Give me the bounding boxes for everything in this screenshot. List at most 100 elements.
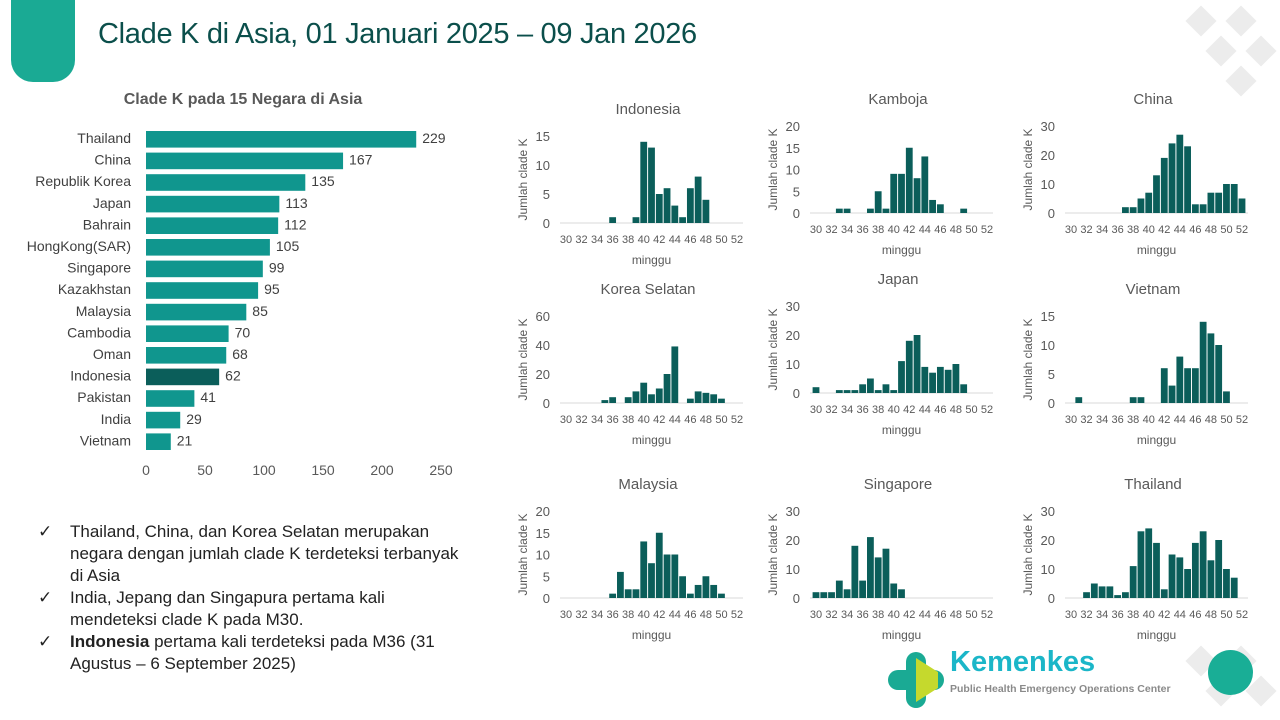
bar-week-48	[1207, 560, 1215, 598]
bar-republik-korea	[146, 174, 306, 191]
x-tick-label: 50	[715, 414, 727, 426]
y-tick-label: 15	[786, 141, 800, 156]
y-tick-label: 5	[543, 569, 550, 584]
y-tick-label: 10	[1041, 338, 1055, 353]
category-label: Cambodia	[67, 324, 131, 340]
bar-week-38	[874, 557, 882, 598]
y-tick-label: 15	[536, 129, 550, 144]
x-axis-title: minggu	[1137, 628, 1176, 642]
bar-week-44	[1176, 557, 1184, 598]
x-tick-label: 44	[919, 609, 931, 621]
bar-week-36	[859, 384, 867, 393]
data-label: 85	[252, 303, 268, 319]
x-tick-label: 52	[731, 234, 743, 246]
bar-week-38	[624, 589, 632, 598]
bar-week-38	[874, 191, 882, 213]
bar-week-39	[1137, 531, 1145, 598]
bar-week-41	[648, 147, 655, 223]
bar-oman	[146, 347, 227, 364]
bar-week-39	[632, 589, 640, 598]
chart-title: Clade K pada 15 Negara di Asia	[124, 91, 363, 108]
data-label: 229	[422, 130, 446, 146]
y-tick-label: 0	[543, 591, 550, 606]
bar-week-47	[1199, 531, 1207, 598]
x-axis-title: minggu	[1137, 433, 1176, 447]
bar-week-44	[671, 554, 679, 598]
bar-week-36	[609, 397, 617, 403]
x-tick-label: 36	[857, 609, 869, 621]
bar-week-42	[905, 147, 913, 213]
x-tick-label: 52	[1236, 414, 1248, 426]
x-axis-title: minggu	[882, 628, 921, 642]
bar-week-39	[882, 384, 890, 393]
x-tick-label: 36	[1112, 414, 1124, 426]
x-tick-label: 48	[1205, 609, 1217, 621]
x-tick-label: 30	[560, 609, 572, 621]
bar-week-42	[655, 194, 663, 223]
kemenkes-cross-icon	[888, 652, 944, 708]
x-tick-label: 36	[607, 234, 619, 246]
x-tick-label: 34	[591, 234, 603, 246]
bar-week-42	[655, 532, 663, 598]
bar-week-50	[1223, 391, 1230, 403]
y-tick-label: 0	[793, 206, 800, 221]
bar-week-50	[718, 593, 725, 598]
category-label: Indonesia	[70, 368, 131, 384]
bar-week-44	[1176, 356, 1184, 403]
bar-week-33	[835, 208, 843, 213]
bar-week-37	[617, 571, 624, 598]
bar-week-45	[1184, 569, 1191, 598]
bar-week-43	[913, 335, 921, 393]
bar-week-37	[867, 208, 874, 213]
bar-week-45	[1184, 368, 1191, 403]
bar-week-43	[663, 374, 671, 403]
bar-week-37	[1122, 592, 1129, 598]
bar-week-50	[718, 398, 725, 403]
bar-week-49	[710, 394, 718, 403]
chart-title: Thailand	[1124, 476, 1182, 493]
bar-week-46	[1191, 204, 1199, 213]
bar-bahrain	[146, 217, 279, 234]
bullet-text: India, Jepang dan Singapura pertama kali…	[70, 588, 385, 629]
bar-week-43	[663, 188, 671, 223]
check-icon: ✓	[38, 522, 53, 541]
x-tick-label: 42	[903, 224, 915, 236]
kemenkes-logo: Kemenkes Public Health Emergency Operati…	[886, 646, 1171, 710]
x-tick-label: 46	[934, 404, 946, 416]
x-tick-label: 46	[684, 234, 696, 246]
y-tick-label: 0	[793, 386, 800, 401]
x-tick-label: 48	[1205, 224, 1217, 236]
x-axis-title: minggu	[632, 433, 671, 447]
bar-week-41	[648, 394, 655, 403]
y-tick-label: 20	[786, 328, 800, 343]
category-label: Japan	[93, 195, 131, 211]
bar-week-38	[1129, 566, 1137, 598]
y-tick-label: 10	[786, 163, 800, 178]
bar-week-34	[843, 589, 851, 598]
check-icon: ✓	[38, 588, 53, 607]
x-tick-label: 40	[638, 414, 650, 426]
bar-kazakhstan	[146, 282, 259, 299]
chart-title: Korea Selatan	[600, 281, 695, 298]
x-tick-label: 50	[1220, 609, 1232, 621]
data-label: 105	[276, 238, 300, 254]
bar-week-40	[640, 141, 648, 223]
category-label: Bahrain	[83, 216, 131, 232]
bar-week-40	[890, 173, 898, 213]
logo-name: Kemenkes	[950, 646, 1096, 678]
x-tick-label: 42	[903, 404, 915, 416]
bar-week-41	[1153, 542, 1160, 598]
chart-title: China	[1133, 91, 1173, 108]
y-tick-label: 5	[793, 184, 800, 199]
category-label: China	[94, 152, 131, 168]
bar-vietnam	[146, 433, 171, 450]
bar-week-48	[1207, 192, 1215, 213]
chart-title: Malaysia	[618, 476, 678, 493]
category-label: Singapore	[67, 260, 131, 276]
bar-week-41	[648, 563, 655, 598]
bar-week-40	[1145, 528, 1153, 598]
